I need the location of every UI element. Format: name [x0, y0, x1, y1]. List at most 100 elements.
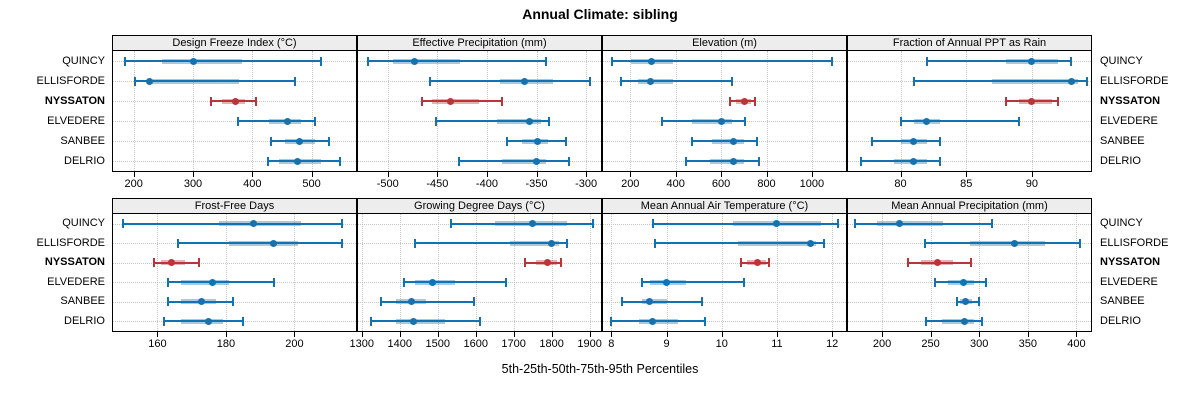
- x-axis-tick-label: 90: [1025, 178, 1039, 190]
- tick-gridline: [721, 51, 723, 171]
- tick-gridline: [513, 214, 515, 331]
- median-dot: [647, 77, 655, 85]
- x-axis-tick-label: 600: [711, 178, 731, 190]
- median-dot: [249, 220, 257, 228]
- whisker-range: [403, 281, 507, 284]
- x-axis-tick: [387, 172, 389, 177]
- panel-growing-degree-days-c: Growing Degree Days (°C): [357, 198, 602, 332]
- row-gridline: [113, 121, 356, 122]
- whisker-cap: [548, 116, 551, 126]
- whisker-cap: [545, 56, 548, 66]
- whisker-range: [925, 320, 983, 323]
- x-axis-tick: [133, 172, 135, 177]
- whisker-cap: [836, 219, 839, 229]
- x-axis-tick: [513, 332, 515, 337]
- x-axis-tick-label: 1700: [501, 338, 526, 350]
- whisker-cap: [472, 297, 475, 307]
- median-dot: [146, 77, 154, 85]
- median-dot: [933, 259, 941, 267]
- whisker-cap: [870, 136, 873, 146]
- x-axis-tick: [1031, 172, 1033, 177]
- x-axis-tick-label: 9: [663, 338, 670, 350]
- whisker-cap: [925, 56, 928, 66]
- median-dot: [270, 239, 278, 247]
- iqr-band: [162, 58, 243, 64]
- whisker-cap: [402, 277, 405, 287]
- panel-strip-mean-annual-air-temperature-c: Mean Annual Air Temperature (°C): [603, 199, 846, 214]
- whisker-cap: [313, 116, 316, 126]
- whisker-range: [371, 320, 480, 323]
- median-dot: [960, 278, 968, 286]
- row-gridline: [603, 101, 846, 102]
- whisker-cap: [166, 297, 169, 307]
- median-dot: [730, 157, 738, 165]
- whisker-cap: [122, 219, 125, 229]
- panel-mean-annual-air-temperature-c: Mean Annual Air Temperature (°C): [602, 198, 847, 332]
- iqr-band: [942, 318, 975, 324]
- station-label-left: DELRIO: [64, 314, 105, 327]
- x-axis-tick-label: 180: [216, 338, 236, 350]
- tick-gridline: [387, 51, 389, 171]
- whisker-cap: [729, 96, 732, 106]
- whisker-range: [268, 160, 340, 162]
- station-label-right: ELVEDERE: [1100, 114, 1158, 127]
- x-axis-tick-label: -500: [376, 178, 399, 190]
- whisker-cap: [124, 56, 127, 66]
- whisker-cap: [654, 238, 657, 248]
- x-axis-tick-label: 11: [771, 338, 783, 350]
- x-axis-tick-label: 160: [148, 338, 167, 350]
- iqr-band: [395, 318, 446, 324]
- x-axis-tick-label: 12: [826, 338, 839, 350]
- whisker-cap: [701, 297, 704, 307]
- whisker-range: [621, 80, 733, 82]
- panel-plot-fraction-of-annual-ppt-as-rain: [848, 51, 1091, 171]
- station-label-left: QUINCY: [62, 54, 105, 67]
- x-axis-tick: [399, 332, 401, 337]
- tick-gridline: [930, 214, 932, 331]
- median-dot: [806, 239, 814, 247]
- whisker-range: [641, 281, 744, 284]
- iqr-band: [219, 221, 302, 227]
- panel-strip-fraction-of-annual-ppt-as-rain: Fraction of Annual PPT as Rain: [848, 36, 1091, 51]
- row-gridline: [358, 301, 601, 303]
- iqr-band: [638, 78, 674, 84]
- median-dot: [773, 220, 781, 228]
- whisker-cap: [413, 238, 416, 248]
- median-dot: [646, 298, 654, 306]
- x-axis-tick-label: -300: [575, 178, 598, 190]
- panel-plot-design-freeze-index-c: [113, 51, 356, 171]
- iqr-band: [709, 158, 744, 164]
- whisker-cap: [435, 116, 438, 126]
- panel-strip-design-freeze-index-c: Design Freeze Index (°C): [113, 36, 356, 51]
- whisker-cap: [1079, 238, 1082, 248]
- panel-plot-elevation-m: [603, 51, 846, 171]
- whisker-cap: [231, 297, 234, 307]
- x-axis-tick: [1027, 332, 1029, 337]
- whisker-range: [238, 120, 315, 122]
- median-dot: [896, 220, 904, 228]
- tick-gridline: [811, 51, 813, 171]
- station-label-left: SANBEE: [60, 134, 105, 147]
- row-gridline: [603, 321, 846, 323]
- x-axis-tick-label: 200: [621, 178, 640, 190]
- tick-gridline: [1031, 51, 1033, 171]
- panel-effective-precipitation-mm: Effective Precipitation (mm): [357, 35, 602, 172]
- panel-fraction-of-annual-ppt-as-rain: Fraction of Annual PPT as Rain: [847, 35, 1092, 172]
- whisker-cap: [651, 219, 654, 229]
- whisker-cap: [899, 116, 902, 126]
- whisker-cap: [822, 238, 825, 248]
- whisker-range: [655, 242, 824, 245]
- whisker-cap: [379, 297, 382, 307]
- whisker-cap: [704, 316, 707, 326]
- whisker-range: [436, 120, 550, 122]
- x-axis-tick: [1076, 332, 1078, 337]
- whisker-cap: [1057, 96, 1060, 106]
- median-dot: [189, 57, 197, 65]
- whisker-cap: [450, 219, 453, 229]
- whisker-range: [612, 60, 833, 62]
- panel-strip-frost-free-days: Frost-Free Days: [113, 199, 356, 214]
- station-label-right: QUINCY: [1100, 217, 1143, 230]
- station-label-left: ELLISFORDE: [36, 236, 105, 249]
- x-axis-tick-label: 300: [970, 338, 989, 350]
- median-dot: [167, 259, 175, 267]
